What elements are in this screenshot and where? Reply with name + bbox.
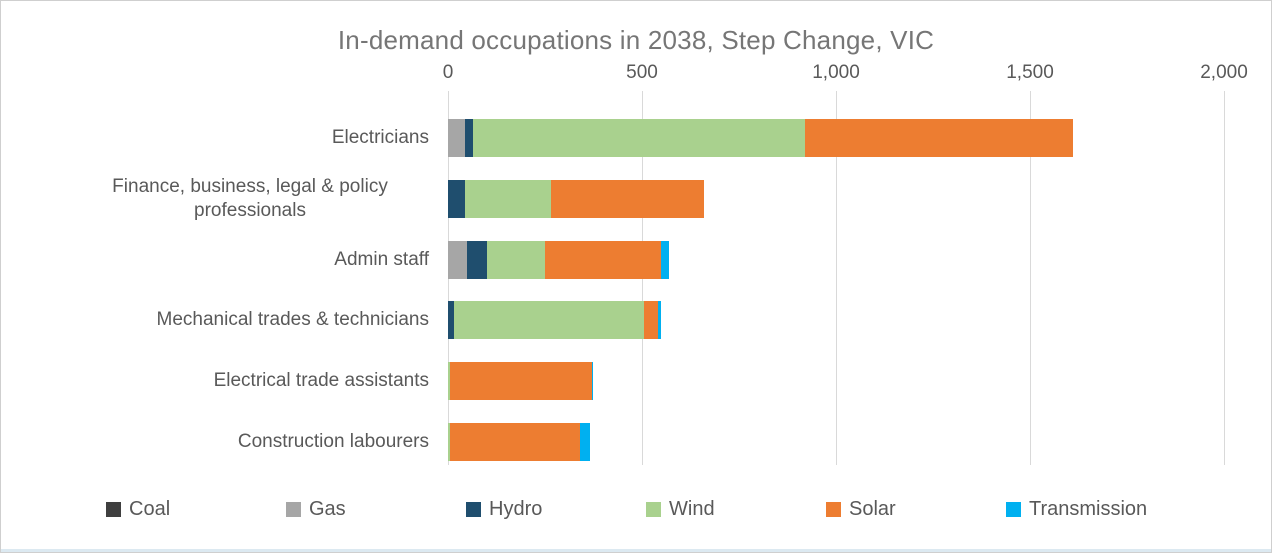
legend-swatch-gas <box>286 501 301 517</box>
category-label: Finance, business, legal & policy profes… <box>112 175 388 221</box>
x-tick-label: 0 <box>442 62 454 83</box>
legend-swatch-hydro <box>466 501 481 517</box>
x-tick-label: 500 <box>626 62 658 83</box>
bar-segment-wind <box>448 362 450 401</box>
legend-label: Hydro <box>489 497 543 520</box>
bar-segment-wind <box>453 301 644 340</box>
bar-segment-solar <box>643 301 658 340</box>
bar-segment-wind <box>448 423 450 461</box>
category-label: Electricians <box>331 127 429 148</box>
x-tick-label: 1,000 <box>812 62 860 83</box>
x-tick-label: 1,500 <box>1006 62 1054 83</box>
legend-swatch-coal <box>106 501 121 517</box>
category-label: Electrical trade assistants <box>213 370 429 392</box>
gridline <box>1030 91 1031 465</box>
bar-segment-solar <box>449 423 580 461</box>
bar-segment-gas <box>448 240 468 279</box>
bar-segment-transmission <box>661 240 670 279</box>
gridline <box>1224 91 1225 465</box>
legend-swatch-solar <box>826 501 841 517</box>
legend-swatch-transmission <box>1006 501 1021 517</box>
bar-segment-hydro <box>448 301 454 340</box>
legend: Coal Gas Hydro Wind Solar Transmission <box>106 495 1186 523</box>
legend-label: Transmission <box>1029 497 1148 520</box>
legend-item-coal: Coal <box>106 495 286 523</box>
legend-item-solar: Solar <box>826 495 1006 523</box>
bar-segment-wind <box>473 119 805 157</box>
bar-segment-transmission <box>591 362 594 401</box>
x-tick-label: 2,000 <box>1200 62 1248 83</box>
bar-row <box>448 362 594 401</box>
bar-segment-solar <box>550 179 705 218</box>
bar-segment-transmission <box>657 301 662 340</box>
legend-item-wind: Wind <box>646 495 826 523</box>
bar-row <box>448 423 590 461</box>
category-label: Construction labourers <box>237 431 429 452</box>
bar-segment-hydro <box>467 240 487 279</box>
bar-segment-solar <box>804 119 1073 157</box>
bar-row <box>448 240 670 279</box>
bar-segment-wind <box>486 240 545 279</box>
legend-label: Solar <box>849 497 896 520</box>
category-label: Admin staff <box>334 248 429 270</box>
bar-row <box>448 179 705 218</box>
legend-item-hydro: Hydro <box>466 495 646 523</box>
bar-row <box>448 119 1073 157</box>
legend-item-transmission: Transmission <box>1006 495 1186 523</box>
chart-title: In-demand occupations in 2038, Step Chan… <box>337 25 935 55</box>
bar-row <box>448 301 662 340</box>
bar-segment-hydro <box>448 179 466 218</box>
legend-label: Gas <box>309 497 346 520</box>
bar-segment-gas <box>448 119 466 157</box>
bar-segment-wind <box>465 179 551 218</box>
bar-segment-hydro <box>465 119 474 157</box>
gridline <box>836 91 837 465</box>
bar-segment-solar <box>544 240 662 279</box>
legend-swatch-wind <box>646 501 661 517</box>
legend-item-gas: Gas <box>286 495 466 523</box>
bottom-accent-strip <box>1 549 1271 552</box>
bar-segment-transmission <box>579 423 590 461</box>
legend-label: Wind <box>669 497 715 520</box>
category-label: Mechanical trades & technicians <box>156 309 429 331</box>
bar-segment-solar <box>449 362 592 401</box>
legend-label: Coal <box>129 497 171 520</box>
